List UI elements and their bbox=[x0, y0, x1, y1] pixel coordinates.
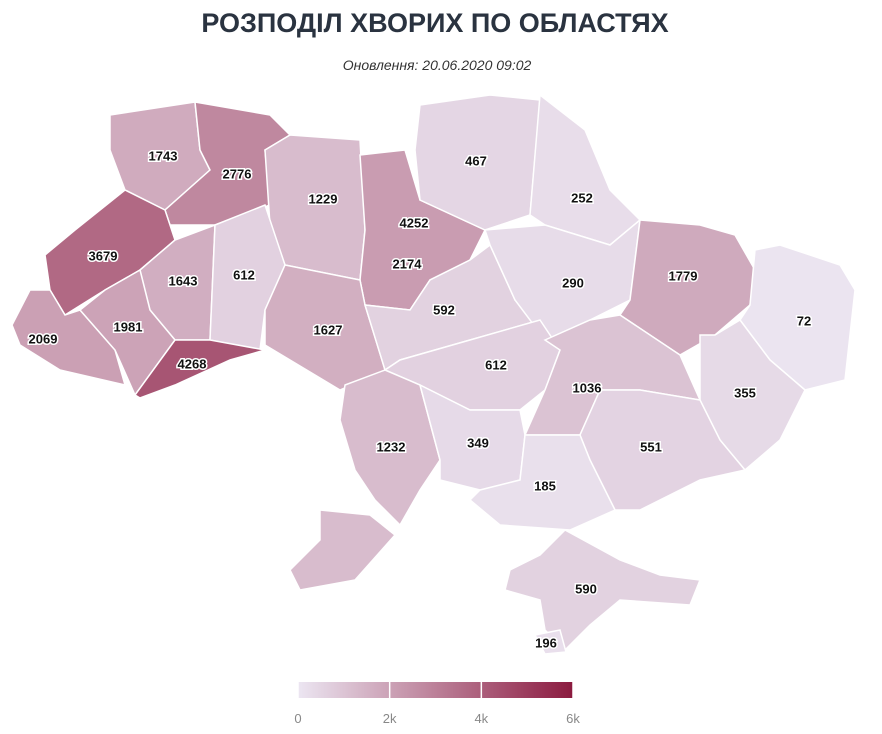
region-value: 2174 bbox=[393, 256, 423, 271]
legend-label: 2k bbox=[383, 711, 397, 726]
labels: 1743 2776 1229 4252 2174 467 252 3679 1643 612 206… bbox=[27, 147, 813, 652]
region-value: 1232 bbox=[377, 439, 406, 454]
region bbox=[739, 244, 856, 391]
legend-label: 6k bbox=[566, 711, 580, 726]
region-value: 2776 bbox=[223, 166, 252, 181]
region-value: 185 bbox=[534, 478, 556, 493]
region-value: 467 bbox=[465, 153, 487, 168]
region-value: 612 bbox=[485, 357, 507, 372]
legend-label: 0 bbox=[294, 711, 301, 726]
region-value: 1643 bbox=[169, 273, 198, 288]
region bbox=[289, 509, 397, 591]
title: РОЗПОДІЛ ХВОРИХ ПО ОБЛАСТЯХ bbox=[201, 8, 668, 38]
region bbox=[468, 434, 617, 531]
region-value: 551 bbox=[640, 439, 662, 454]
legend-label: 4k bbox=[474, 711, 488, 726]
region bbox=[339, 369, 441, 527]
region-value: 252 bbox=[571, 190, 593, 205]
legend-bar bbox=[298, 682, 573, 698]
region-value: 592 bbox=[433, 302, 455, 317]
region-value: 355 bbox=[734, 385, 756, 400]
region-value: 1036 bbox=[573, 380, 602, 395]
region-value: 612 bbox=[233, 267, 255, 282]
region bbox=[529, 93, 642, 246]
region-value: 2069 bbox=[29, 331, 58, 346]
region bbox=[533, 629, 567, 655]
region-value: 4268 bbox=[178, 356, 207, 371]
region bbox=[78, 268, 176, 397]
region-value: 1627 bbox=[314, 322, 343, 337]
region-value: 196 bbox=[535, 635, 557, 650]
region-value: 590 bbox=[575, 581, 597, 596]
region bbox=[504, 529, 702, 652]
region-value: 1779 bbox=[669, 268, 698, 283]
legend: 0 2k 4k 6k bbox=[294, 682, 580, 726]
region-value: 290 bbox=[562, 275, 584, 290]
region-value: 1981 bbox=[114, 319, 143, 334]
region-value: 72 bbox=[797, 313, 811, 328]
region-value: 1743 bbox=[149, 148, 178, 163]
region-value: 1229 bbox=[309, 191, 338, 206]
region-value: 349 bbox=[467, 435, 489, 450]
region bbox=[618, 219, 756, 356]
region bbox=[133, 339, 266, 399]
subtitle: Оновлення: 20.06.2020 09:02 bbox=[343, 57, 532, 73]
regions bbox=[11, 93, 856, 655]
region bbox=[414, 94, 541, 231]
region-value: 3679 bbox=[89, 248, 118, 263]
region bbox=[483, 218, 641, 341]
region-value: 4252 bbox=[400, 215, 429, 230]
